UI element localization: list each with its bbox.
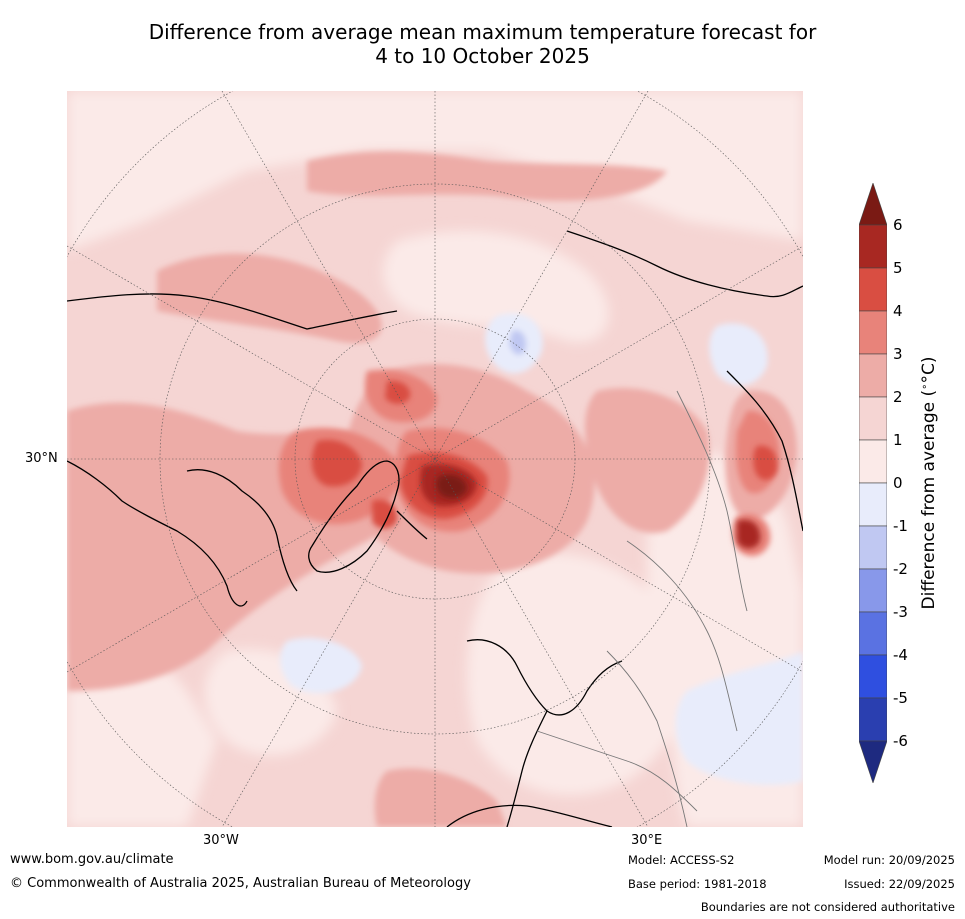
colorbar-label-close: )	[919, 356, 939, 364]
country-boundaries	[536, 390, 748, 827]
colorbar-tick: -2	[893, 560, 908, 578]
colorbar-extend-low	[859, 740, 887, 783]
boundary-3	[536, 730, 698, 812]
anomaly-negative-regions	[280, 313, 803, 785]
footer-base-period: Base period: 1981-2018	[628, 877, 767, 891]
colorbar-bin-3to4	[859, 310, 887, 355]
lon-label-30e: 30°E	[631, 833, 663, 848]
colorbar-tick: 2	[893, 388, 903, 406]
colorbar-tick: -4	[893, 646, 908, 664]
map-svg	[67, 91, 803, 827]
footer-disclaimer: Boundaries are not considered authoritat…	[700, 900, 955, 914]
map-title: Difference from average mean maximum tem…	[0, 20, 965, 68]
boundary-4	[676, 390, 748, 612]
lat-label-30n: 30°N	[25, 451, 58, 466]
coastline-north-america-west	[67, 460, 248, 607]
colorbar-bin-m4tom3	[859, 611, 887, 656]
coastline-siberia-north	[566, 230, 803, 298]
colorbar-tick: 1	[893, 431, 903, 449]
coastline-scandinavia	[466, 639, 623, 716]
colorbar-bin-0to1	[859, 439, 887, 484]
graticule	[67, 91, 803, 827]
coastline-hudson-bay	[186, 469, 298, 592]
colorbar	[859, 183, 887, 783]
colorbar-tick: 6	[893, 216, 903, 234]
colorbar-tick: 0	[893, 474, 903, 492]
boundary-2	[626, 540, 738, 732]
coastline-mediterranean	[446, 804, 613, 827]
coastlines	[67, 230, 803, 827]
latitude-circle-45	[159, 183, 711, 735]
lon-label-30w: 30°W	[203, 833, 239, 848]
footer-model: Model: ACCESS-S2	[628, 853, 735, 867]
coastline-west-europe	[506, 710, 548, 827]
colorbar-bin-m5tom4	[859, 654, 887, 699]
colorbar-label-unit: °C	[919, 363, 939, 384]
colorbar-bin-m3tom2	[859, 568, 887, 613]
colorbar-tick: -5	[893, 689, 908, 707]
temperature-anomaly-map	[67, 91, 803, 827]
colorbar-bin-m6tom5	[859, 697, 887, 742]
colorbar-tick: 5	[893, 259, 903, 277]
colorbar-bin-4to5	[859, 267, 887, 312]
boundary-1	[606, 650, 688, 827]
colorbar-tick: -1	[893, 517, 908, 535]
colorbar-bin-1to2	[859, 396, 887, 441]
anomaly-above6-regions	[436, 474, 467, 499]
colorbar-tick: 3	[893, 345, 903, 363]
footer-copyright: © Commonwealth of Australia 2025, Austra…	[10, 876, 471, 891]
footer-model-run: Model run: 20/09/2025	[823, 853, 955, 867]
colorbar-bin-m1to0	[859, 482, 887, 527]
colorbar-bin-2to3	[859, 353, 887, 398]
colorbar-label-text: Difference from average (	[919, 389, 939, 610]
colorbar-tick: -6	[893, 732, 908, 750]
coastline-greenland	[308, 460, 400, 573]
footer-issued: Issued: 22/09/2025	[844, 877, 955, 891]
coastline-east-asia	[726, 370, 803, 532]
coastline-alaska-siberia	[67, 293, 398, 330]
colorbar-bin-m2tom1	[859, 525, 887, 570]
title-line-2: 4 to 10 October 2025	[375, 44, 590, 68]
colorbar-extend-high	[859, 183, 887, 226]
colorbar-bin-5to6	[859, 224, 887, 269]
footer-website[interactable]: www.bom.gov.au/climate	[10, 852, 174, 867]
coastline-iceland-link	[396, 510, 428, 540]
title-line-1: Difference from average mean maximum tem…	[148, 20, 817, 44]
colorbar-tick: -3	[893, 603, 908, 621]
colorbar-tick: 4	[893, 302, 903, 320]
colorbar-label: Difference from average (∘°C)	[919, 356, 939, 610]
